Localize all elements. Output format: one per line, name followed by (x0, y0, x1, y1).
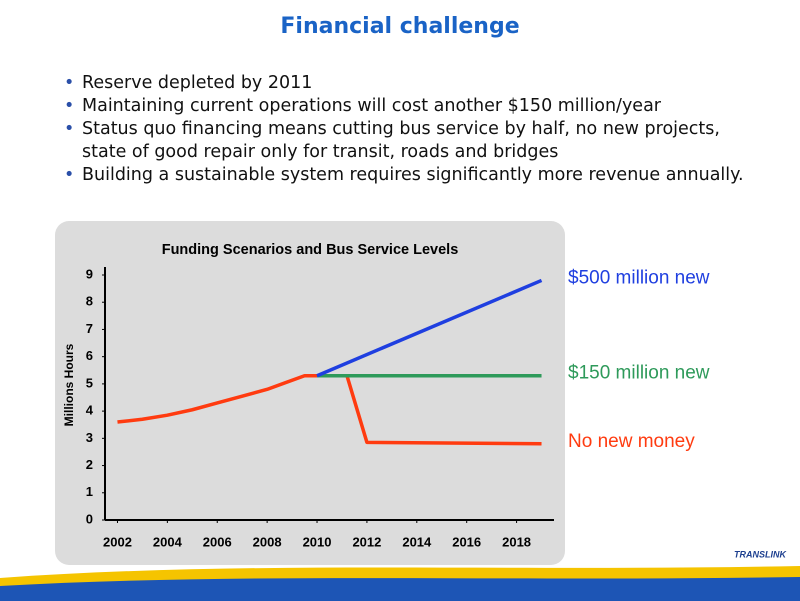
x-tick-label: 2004 (153, 534, 183, 549)
y-tick-label: 0 (86, 511, 93, 526)
footer-swoosh (0, 577, 800, 601)
bullet: Status quo financing means cutting bus s… (64, 118, 762, 164)
y-tick-label: 7 (86, 321, 93, 336)
bullet: Reserve depleted by 2011 (64, 72, 762, 95)
y-tick-label: 3 (86, 430, 93, 445)
x-tick-label: 2016 (452, 534, 481, 549)
x-tick-label: 2010 (303, 534, 332, 549)
chart-title: Funding Scenarios and Bus Service Levels (162, 242, 459, 258)
y-tick-label: 5 (86, 375, 93, 390)
bullet: Building a sustainable system requires s… (64, 164, 762, 187)
legend-label: $150 million new (568, 363, 710, 384)
x-tick-label: 2006 (203, 534, 232, 549)
y-tick-label: 6 (86, 348, 93, 363)
y-tick-label: 9 (86, 266, 93, 281)
x-tick-label: 2014 (402, 534, 432, 549)
bullet: Maintaining current operations will cost… (64, 95, 762, 118)
y-axis-label: Millions Hours (62, 343, 76, 426)
x-tick-label: 2008 (253, 534, 282, 549)
slide-title: Financial challenge (280, 14, 520, 39)
x-tick-label: 2012 (352, 534, 381, 549)
bullet-list: Reserve depleted by 2011Maintaining curr… (62, 72, 762, 187)
y-tick-label: 8 (86, 294, 93, 309)
logo: TRANSLINK (734, 549, 787, 559)
y-tick-label: 2 (86, 457, 93, 472)
y-tick-label: 1 (86, 484, 93, 499)
legend-label: $500 million new (568, 267, 710, 288)
series-line (316, 278, 543, 378)
y-tick-label: 4 (86, 403, 94, 418)
series-line (117, 373, 542, 446)
chart-panel (55, 221, 565, 565)
x-tick-label: 2018 (502, 534, 531, 549)
x-tick-label: 2002 (103, 534, 132, 549)
legend-label: No new money (568, 431, 695, 452)
